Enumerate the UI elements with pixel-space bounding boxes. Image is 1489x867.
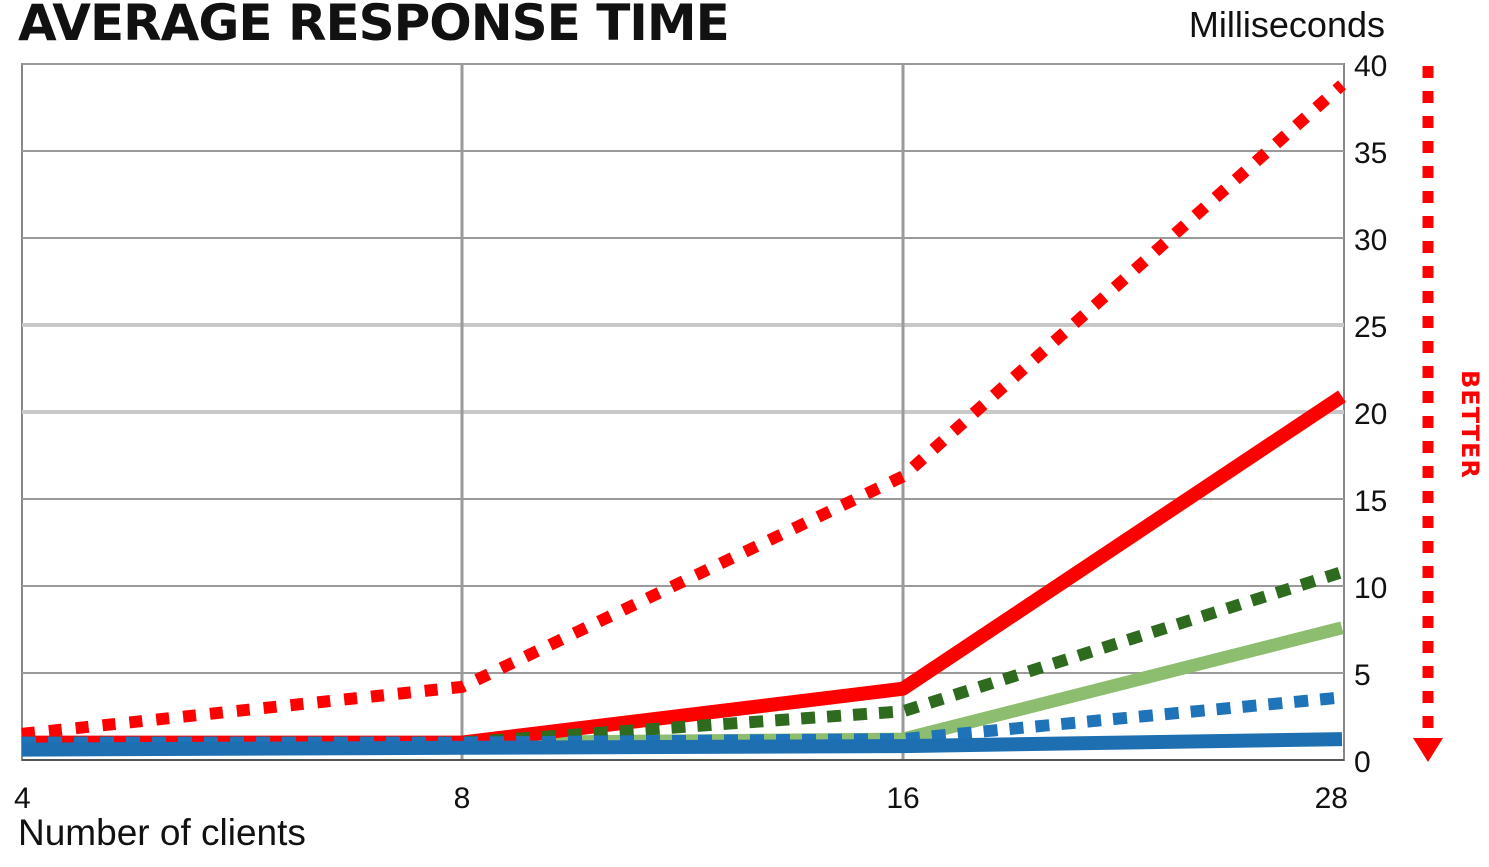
y-tick-label: 30 — [1354, 224, 1387, 257]
x-tick-label: 28 — [1315, 782, 1348, 815]
x-tick-label: 8 — [454, 782, 471, 815]
x-tick-label: 4 — [14, 782, 31, 815]
better-arrow-head — [1413, 738, 1443, 762]
chart-title: AVERAGE RESPONSE TIME — [18, 0, 730, 52]
better-label: BETTER — [1456, 370, 1484, 479]
x-tick-label: 16 — [886, 782, 919, 815]
better-annotation: BETTER — [1446, 370, 1486, 500]
y-tick-label: 0 — [1354, 746, 1371, 779]
y-axis-label: Milliseconds — [1188, 4, 1385, 45]
y-tick-label: 15 — [1354, 485, 1387, 518]
y-tick-label: 20 — [1354, 398, 1387, 431]
series-line-0 — [21, 80, 1346, 740]
y-tick-label: 40 — [1354, 50, 1387, 83]
y-tick-label: 10 — [1354, 572, 1387, 605]
y-tick-label: 5 — [1354, 659, 1371, 692]
x-axis-label: Number of clients — [18, 812, 306, 853]
series-line-5 — [21, 732, 1343, 757]
y-tick-label: 35 — [1354, 137, 1387, 170]
y-tick-label: 25 — [1354, 311, 1387, 344]
